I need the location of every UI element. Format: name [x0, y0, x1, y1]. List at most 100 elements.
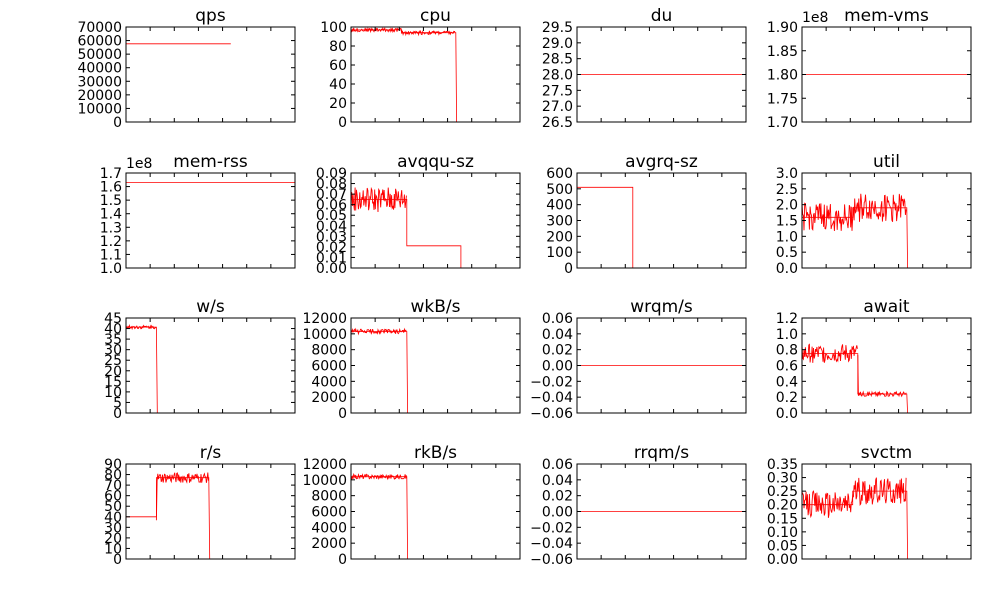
y-tick-label: 1.70: [767, 115, 798, 131]
y-tick-label: 0.06: [542, 311, 573, 327]
y-tick-label: 2.5: [776, 182, 798, 198]
y-tick-label: 8000: [311, 489, 347, 505]
y-tick-label: 0.0: [776, 261, 798, 277]
y-tick-label: −0.06: [530, 552, 573, 568]
y-tick-label: 30000: [77, 74, 122, 90]
subplot-title: util: [873, 152, 900, 172]
subplot-title: wrqm/s: [630, 297, 693, 317]
y-tick-label: 200: [546, 229, 573, 245]
y-tick-label: 0.6: [776, 359, 798, 375]
series-noise: [801, 343, 858, 363]
subplot-title: qps: [195, 6, 226, 26]
y-tick-label: 0.07: [316, 187, 347, 203]
y-tick-label: 30: [104, 343, 122, 359]
y-tick-label: 0.00: [542, 359, 573, 375]
y-tick-label: 25: [104, 353, 122, 369]
subplot-avqqu-sz: 0.000.010.020.030.040.050.060.070.080.09…: [316, 152, 521, 277]
y-tick-label: 26.5: [542, 115, 573, 131]
subplot-mem-rss: 1.01.11.21.31.41.51.61.7 mem-rss 1e8: [100, 152, 296, 277]
series-line: [577, 186, 746, 269]
y-tick-label: 70: [104, 478, 122, 494]
y-tick-label: 6000: [311, 505, 347, 521]
y-tick-label: 27.5: [542, 83, 573, 99]
y-tick-label: 0: [338, 552, 347, 568]
y-tick-label: 10: [104, 541, 122, 557]
y-tick-label: 40000: [77, 61, 122, 77]
subplot-rrqm-s: −0.06−0.04−0.020.000.020.040.06 rrqm/s: [530, 443, 747, 568]
subplot-cpu: 0 20 40 60 80 100 cpu: [320, 6, 521, 131]
series-noise: [801, 477, 907, 519]
subplot-title: wkB/s: [411, 297, 461, 317]
subplot-title: cpu: [420, 6, 451, 26]
y-tick-label: 20: [104, 364, 122, 380]
y-tick-label: 0.06: [542, 457, 573, 473]
subplot-title: mem-rss: [173, 152, 248, 172]
y-tick-label: 1.2: [776, 311, 798, 327]
series-noise: [155, 472, 209, 521]
y-tick-label: 0.10: [767, 525, 798, 541]
y-tick-label: 0.02: [542, 489, 573, 505]
y-tick-label: 0.05: [316, 208, 347, 224]
y-tick-label: 28.0: [542, 68, 573, 84]
y-tick-label: 1.2: [100, 234, 122, 250]
subplot-title: rrqm/s: [634, 443, 689, 463]
y-tick-label: 60: [329, 58, 347, 74]
y-tick-label: 0.2: [776, 390, 798, 406]
series-noise: [350, 26, 456, 37]
axes-frame: [125, 463, 296, 560]
subplot-title: r/s: [200, 443, 222, 463]
axes-frame: [801, 317, 972, 414]
series-line: [126, 326, 295, 414]
y-tick-label: −0.06: [530, 406, 573, 422]
y-tick-label: 0.05: [767, 538, 798, 554]
subplot-title: mem-vms: [844, 6, 929, 26]
series-line: [126, 477, 295, 560]
axes-frame: [125, 317, 296, 414]
y-tick-label: 0.15: [767, 511, 798, 527]
y-tick-label: 0.04: [542, 473, 573, 489]
axes-frame: [350, 172, 521, 269]
y-tick-label: 12000: [302, 457, 347, 473]
series-noise: [350, 327, 407, 336]
y-tick-label: 1.6: [100, 180, 122, 196]
y-tick-label: 1.75: [767, 91, 798, 107]
y-tick-label: 0.00: [767, 552, 798, 568]
subplot-title: rkB/s: [414, 443, 457, 463]
y-tick-label: 0.00: [542, 505, 573, 521]
series-line: [351, 199, 520, 269]
y-tick-label: 50: [104, 499, 122, 515]
y-tick-label: 1.85: [767, 44, 798, 60]
y-tick-label: 10000: [302, 473, 347, 489]
y-tick-label: 1.1: [100, 247, 122, 263]
y-tick-label: 5: [113, 395, 122, 411]
subplot-title: await: [863, 297, 909, 317]
y-tick-label: 500: [546, 182, 573, 198]
y-tick-label: 400: [546, 198, 573, 214]
axes-frame: [350, 26, 521, 123]
y-tick-label: 50000: [77, 47, 122, 63]
subplot-svctm: 0.000.050.100.150.200.250.300.35 svctm: [767, 443, 972, 568]
y-tick-label: 4000: [311, 520, 347, 536]
y-tick-label: 0: [113, 552, 122, 568]
y-tick-label: 1.3: [100, 220, 122, 236]
subplot-du: 26.527.027.528.028.529.029.5 du: [542, 6, 747, 131]
y-tick-label: 0: [113, 115, 122, 131]
series-line: [351, 29, 520, 123]
y-tick-label: 0.08: [316, 177, 347, 193]
y-tick-label: −0.02: [530, 520, 573, 536]
series-line: [802, 353, 971, 414]
y-tick-label: 100: [320, 20, 347, 36]
y-tick-label: 80: [329, 39, 347, 55]
y-tick-label: 1.5: [100, 193, 122, 209]
y-tick-label: 0.35: [767, 457, 798, 473]
y-tick-label: 0.00: [316, 261, 347, 277]
y-tick-label: 4000: [311, 374, 347, 390]
y-tick-label: −0.02: [530, 374, 573, 390]
y-tick-label: 0.01: [316, 250, 347, 266]
y-tick-label: 28.5: [542, 52, 573, 68]
y-tick-label: 1.0: [776, 229, 798, 245]
y-tick-label: 0.4: [776, 374, 798, 390]
y-tick-label: 90: [104, 457, 122, 473]
series-line: [351, 331, 520, 414]
y-tick-label: 0.04: [542, 327, 573, 343]
